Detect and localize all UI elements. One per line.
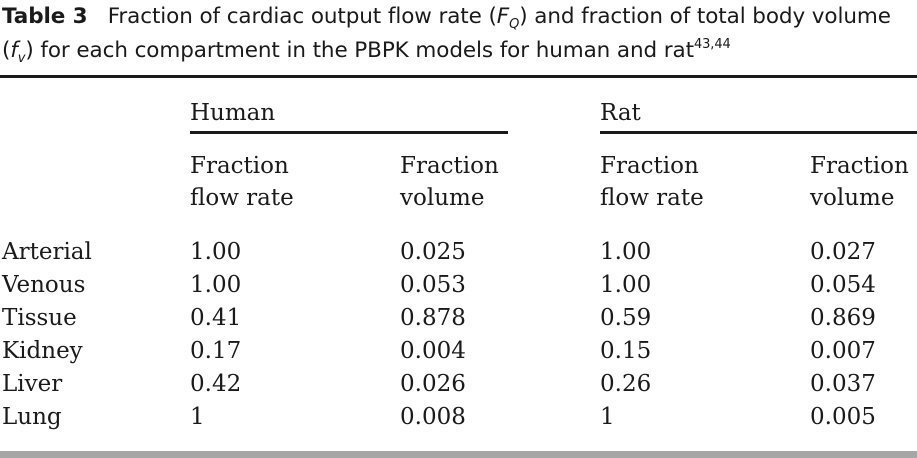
table-cell: 0.869 — [810, 305, 876, 331]
symbol-F: F — [496, 4, 510, 29]
table-cell: 1 — [600, 404, 615, 430]
table-cell: 0.878 — [400, 305, 466, 331]
column-header-line: flow rate — [190, 185, 294, 211]
table-cell: 0.037 — [810, 371, 876, 397]
row-label-arterial: Arterial — [2, 239, 92, 265]
table-caption: Table 3 Fraction of cardiac output flow … — [2, 0, 914, 68]
table-cell: 0.42 — [190, 371, 242, 397]
column-header-line: volume — [400, 185, 485, 211]
table-top-rule — [0, 75, 917, 78]
table-cell: 1 — [190, 404, 205, 430]
table-cell: 0.004 — [400, 338, 466, 364]
column-header-line: Fraction — [600, 153, 699, 179]
table-cell: 1.00 — [190, 272, 242, 298]
caption-text-3: ) for each compartment in the PBPK model… — [25, 38, 694, 63]
table-cell: 0.17 — [190, 338, 242, 364]
table-cell: 1.00 — [190, 239, 242, 265]
table-cell: 0.054 — [810, 272, 876, 298]
caption-text-2: ) and fraction of total body volume ( — [2, 4, 891, 63]
rat-group-rule — [600, 131, 917, 134]
row-label-liver: Liver — [2, 371, 63, 397]
row-label-lung: Lung — [2, 404, 62, 430]
column-header-line: volume — [810, 185, 895, 211]
subscript-Q: Q — [509, 17, 520, 32]
column-header-rat-flow: Fraction flow rate — [600, 150, 704, 214]
table-cell: 0.005 — [810, 404, 876, 430]
row-label-kidney: Kidney — [2, 338, 83, 364]
table-number: Table 3 — [2, 4, 88, 29]
subscript-v: v — [17, 51, 26, 66]
table-cell: 0.41 — [190, 305, 242, 331]
row-label-tissue: Tissue — [2, 305, 77, 331]
group-header-rat: Rat — [600, 100, 641, 126]
row-label-venous: Venous — [2, 272, 86, 298]
table-cell: 0.027 — [810, 239, 876, 265]
table-cell: 0.15 — [600, 338, 652, 364]
table-cell: 0.59 — [600, 305, 652, 331]
table-cell: 0.025 — [400, 239, 466, 265]
symbol-f: f — [10, 38, 18, 63]
column-header-line: Fraction — [190, 153, 289, 179]
column-header-line: Fraction — [810, 153, 909, 179]
table-cell: 1.00 — [600, 272, 652, 298]
table-bottom-rule — [0, 451, 917, 458]
table-cell: 0.053 — [400, 272, 466, 298]
column-header-rat-volume: Fraction volume — [810, 150, 909, 214]
column-header-human-flow: Fraction flow rate — [190, 150, 294, 214]
group-header-human: Human — [190, 100, 276, 126]
caption-text-1: Fraction of cardiac output flow rate ( — [107, 4, 497, 29]
human-group-rule — [190, 131, 508, 134]
table-cell: 1.00 — [600, 239, 652, 265]
table-cell: 0.008 — [400, 404, 466, 430]
column-header-human-volume: Fraction volume — [400, 150, 499, 214]
column-header-line: Fraction — [400, 153, 499, 179]
column-header-line: flow rate — [600, 185, 704, 211]
table-cell: 0.026 — [400, 371, 466, 397]
table-cell: 0.007 — [810, 338, 876, 364]
table-cell: 0.26 — [600, 371, 652, 397]
reference-superscript: 43,44 — [693, 37, 731, 52]
